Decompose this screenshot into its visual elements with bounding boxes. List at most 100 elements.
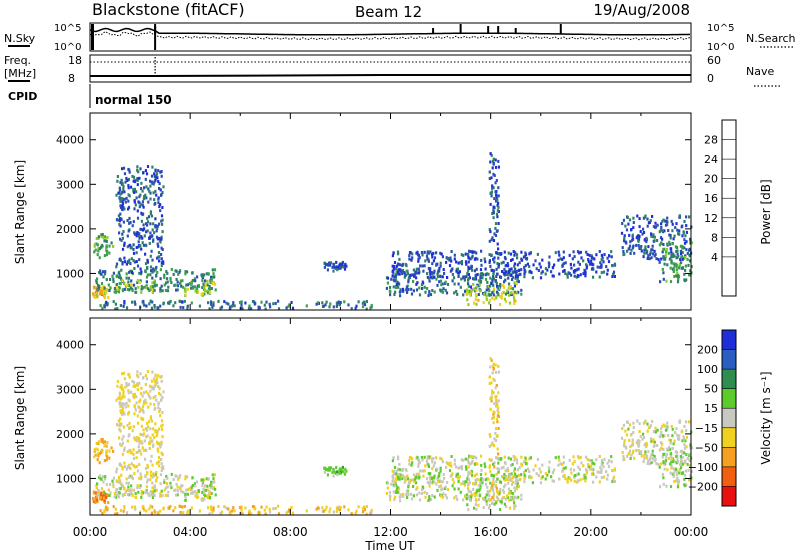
power-cell	[659, 236, 663, 240]
velocity-cell	[147, 392, 150, 396]
velocity-cell	[155, 461, 159, 465]
velocity-cell	[646, 429, 649, 433]
power-cell	[413, 274, 416, 278]
velocity-cell	[149, 417, 152, 421]
power-cell	[502, 283, 505, 287]
power-cell	[129, 262, 132, 266]
velocity-cell	[491, 391, 494, 395]
power-cell	[150, 234, 153, 238]
power-cell	[99, 304, 102, 308]
velocity-cell	[133, 437, 137, 441]
power-cell	[386, 276, 390, 280]
power-cell	[151, 276, 154, 280]
power-cell	[196, 275, 199, 279]
velocity-cell	[411, 457, 414, 461]
velocity-cell	[507, 469, 510, 473]
velocity-cell	[503, 455, 506, 459]
velocity-cell	[158, 427, 161, 431]
power-cell	[177, 272, 180, 276]
power-cell	[105, 300, 108, 304]
velocity-cell	[206, 484, 209, 488]
velocity-cell	[449, 474, 452, 478]
power-cell	[93, 243, 96, 246]
power-cell	[547, 265, 551, 269]
velocity-cell	[135, 456, 138, 460]
velocity-cell	[160, 440, 163, 444]
power-cell	[118, 219, 121, 223]
power-cell	[428, 269, 431, 273]
velocity-cell	[159, 414, 162, 418]
velocity-cell	[332, 474, 335, 478]
power-cell	[621, 246, 624, 250]
power-cell	[119, 304, 122, 307]
power-cell	[497, 265, 500, 269]
power-cell	[157, 251, 161, 254]
velocity-cell	[496, 414, 499, 418]
velocity-cell	[496, 434, 499, 438]
velocity-cell	[423, 455, 426, 459]
velocity-cell	[338, 468, 341, 472]
velocity-cell	[497, 498, 500, 502]
power-cell	[407, 288, 410, 291]
velocity-cell	[496, 489, 499, 493]
velocity-cell	[179, 474, 182, 478]
power-cell	[212, 275, 216, 279]
power-cell	[675, 265, 678, 269]
velocity-cell	[502, 496, 505, 500]
velocity-cell	[494, 370, 498, 374]
velocity-cell	[248, 509, 251, 513]
velocity-cell	[557, 463, 560, 467]
power-cell	[321, 301, 324, 305]
velocity-cell	[151, 463, 154, 467]
power-cell	[467, 260, 470, 264]
velocity-cell	[391, 459, 394, 463]
velocity-cell	[429, 455, 432, 459]
power-cell	[657, 258, 660, 262]
power-cell	[96, 277, 99, 281]
power-cell	[95, 237, 98, 240]
velocity-cell	[136, 421, 140, 425]
velocity-cell	[128, 375, 131, 379]
velocity-cell	[678, 467, 681, 471]
velocity-cell	[627, 427, 630, 431]
velocity-cell	[587, 463, 590, 467]
velocity-cell	[497, 399, 500, 403]
power-cell	[546, 268, 549, 272]
velocity-cell	[138, 486, 141, 489]
power-cell	[206, 291, 210, 295]
power-cell	[460, 253, 463, 257]
power-cell	[395, 283, 398, 287]
power-cell	[503, 273, 507, 277]
velocity-cell	[124, 385, 127, 389]
velocity-cell	[214, 493, 217, 497]
nsearch-tick-bottom: 10^0	[707, 42, 734, 53]
power-cell	[497, 222, 500, 225]
velocity-cell	[660, 431, 663, 434]
power-cell	[479, 276, 482, 280]
power-cell	[410, 287, 413, 291]
velocity-cell	[427, 499, 430, 502]
power-cell	[623, 236, 626, 240]
velocity-cell	[343, 505, 346, 509]
power-cell	[156, 271, 159, 274]
power-cell	[128, 221, 131, 225]
power-cell	[322, 304, 325, 308]
power-cell	[450, 250, 453, 253]
velocity-cell	[393, 466, 397, 469]
velocity-cell	[601, 461, 604, 465]
velocity-cell	[685, 453, 688, 457]
power-cell	[121, 279, 124, 283]
power-cell	[344, 262, 347, 266]
power-cell	[445, 260, 448, 264]
power-cell	[157, 197, 160, 201]
velocity-cell	[139, 398, 142, 402]
velocity-cell	[503, 472, 506, 476]
velocity-cell	[163, 481, 166, 484]
power-cell	[464, 275, 467, 279]
velocity-cell	[186, 509, 189, 513]
power-cell	[690, 241, 694, 245]
velocity-cell	[474, 479, 477, 483]
power-cell	[557, 258, 560, 262]
velocity-cell	[681, 451, 684, 455]
velocity-cell	[154, 429, 158, 433]
